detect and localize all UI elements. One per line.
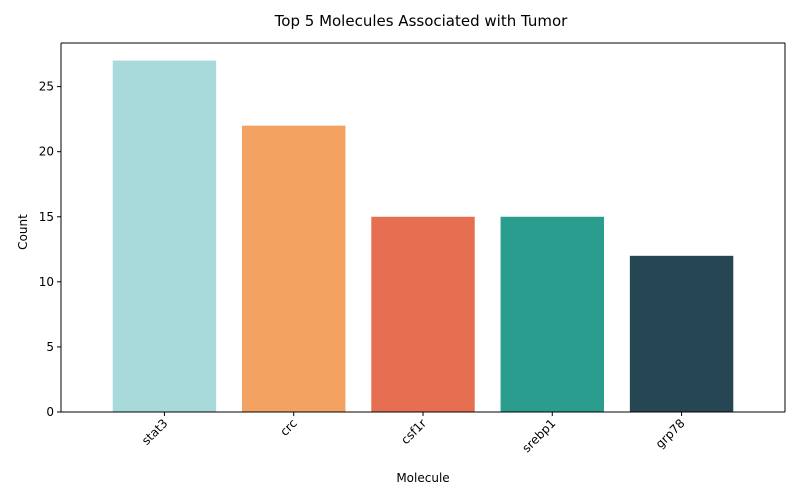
y-tick-label: 10 <box>39 275 54 289</box>
y-tick-label: 0 <box>46 405 54 419</box>
bars-group <box>112 60 734 413</box>
x-axis-ticks: stat3 crc csf1r srebp1 grp78 <box>139 412 688 455</box>
y-tick-label: 15 <box>39 210 54 224</box>
x-axis-label: Molecule <box>396 471 449 485</box>
bar-srebp1 <box>500 216 604 412</box>
y-axis-ticks: 0 5 10 15 20 25 <box>39 80 61 419</box>
chart-title: Top 5 Molecules Associated with Tumor <box>274 12 568 30</box>
x-tick-label: grp78 <box>653 416 688 451</box>
x-tick-label: csf1r <box>398 416 429 447</box>
y-tick-label: 5 <box>46 340 54 354</box>
x-tick-label: srebp1 <box>519 416 558 455</box>
axes-frame <box>60 42 786 413</box>
x-tick-label: crc <box>277 416 300 439</box>
bar-stat3 <box>112 60 217 412</box>
y-tick-label: 20 <box>39 145 54 159</box>
bar-grp78 <box>629 255 734 412</box>
y-tick-label: 25 <box>39 80 54 94</box>
bar-crc <box>242 125 346 413</box>
bar-csf1r <box>371 216 475 412</box>
x-tick-label: stat3 <box>139 416 171 448</box>
y-axis-label: Count <box>16 214 30 250</box>
